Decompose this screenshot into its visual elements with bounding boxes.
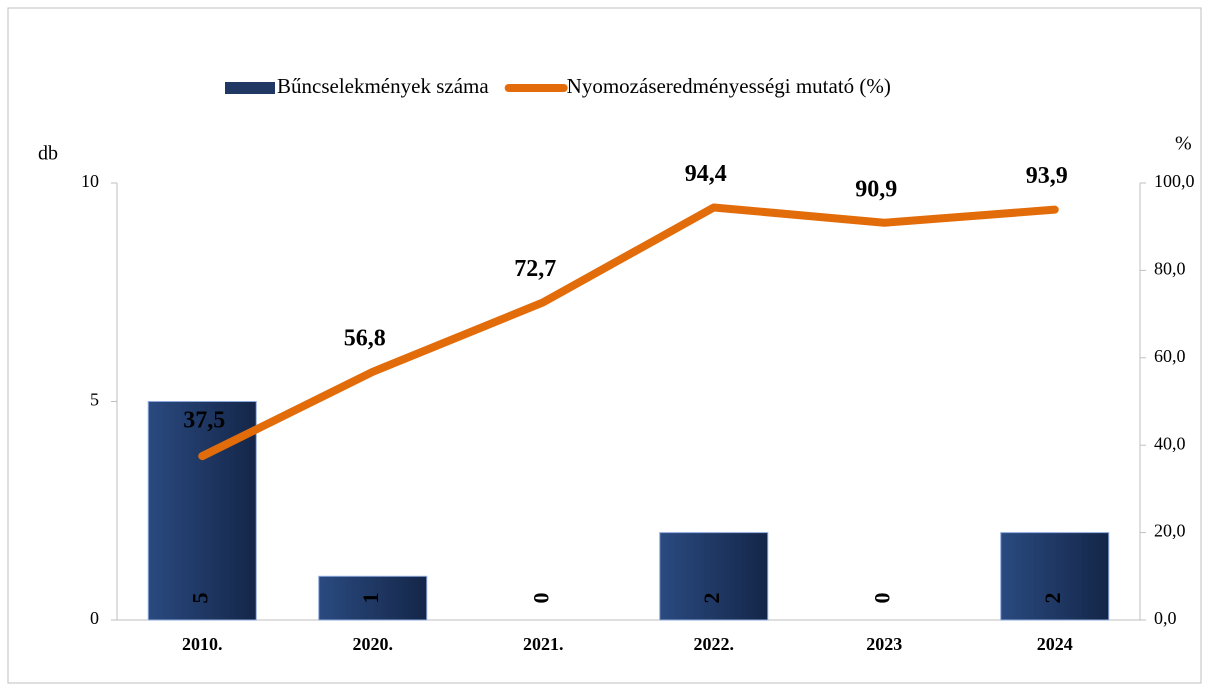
bar-value-label: 0 (869, 593, 894, 604)
y-tick-label: 0 (90, 608, 99, 628)
line-series (198, 203, 1059, 461)
y2-axis-title: % (1175, 133, 1192, 155)
bar-value-label: 1 (358, 593, 383, 604)
bar-value-label: 2 (699, 593, 724, 604)
legend-label: Bűncselekmények száma (277, 74, 489, 98)
line-value-label: 56,8 (344, 325, 386, 351)
x-tick-label: 2020. (353, 634, 394, 654)
y-tick-label: 10 (81, 171, 99, 191)
y2-tick-label: 0,0 (1154, 608, 1177, 628)
legend-label: Nyomozáseredményességi mutató (%) (567, 74, 891, 98)
bar-value-label: 2 (1040, 593, 1065, 604)
bar (659, 532, 769, 621)
y-tick-label: 5 (90, 390, 99, 410)
line-value-label: 37,5 (183, 408, 225, 434)
y2-tick-label: 40,0 (1154, 433, 1186, 453)
line-value-label: 93,9 (1026, 163, 1068, 189)
x-tick-label: 2023 (866, 634, 902, 654)
bar (1000, 532, 1110, 621)
x-tick-label: 2010. (182, 634, 223, 654)
y2-tick-label: 100,0 (1154, 171, 1195, 191)
bar (318, 575, 428, 621)
y-axis-title: db (38, 143, 58, 165)
line-value-label: 90,9 (855, 176, 897, 202)
x-tick-label: 2024 (1037, 634, 1073, 654)
bar-value-label: 5 (187, 593, 212, 604)
line-value-label: 94,4 (685, 161, 727, 187)
line-value-label: 72,7 (514, 256, 556, 282)
y2-tick-label: 20,0 (1154, 521, 1186, 541)
x-tick-label: 2021. (523, 634, 564, 654)
x-tick-label: 2022. (694, 634, 735, 654)
legend-swatch (225, 82, 275, 94)
bar-value-label: 0 (528, 593, 553, 604)
y2-tick-label: 80,0 (1154, 259, 1186, 279)
y2-tick-label: 60,0 (1154, 346, 1186, 366)
